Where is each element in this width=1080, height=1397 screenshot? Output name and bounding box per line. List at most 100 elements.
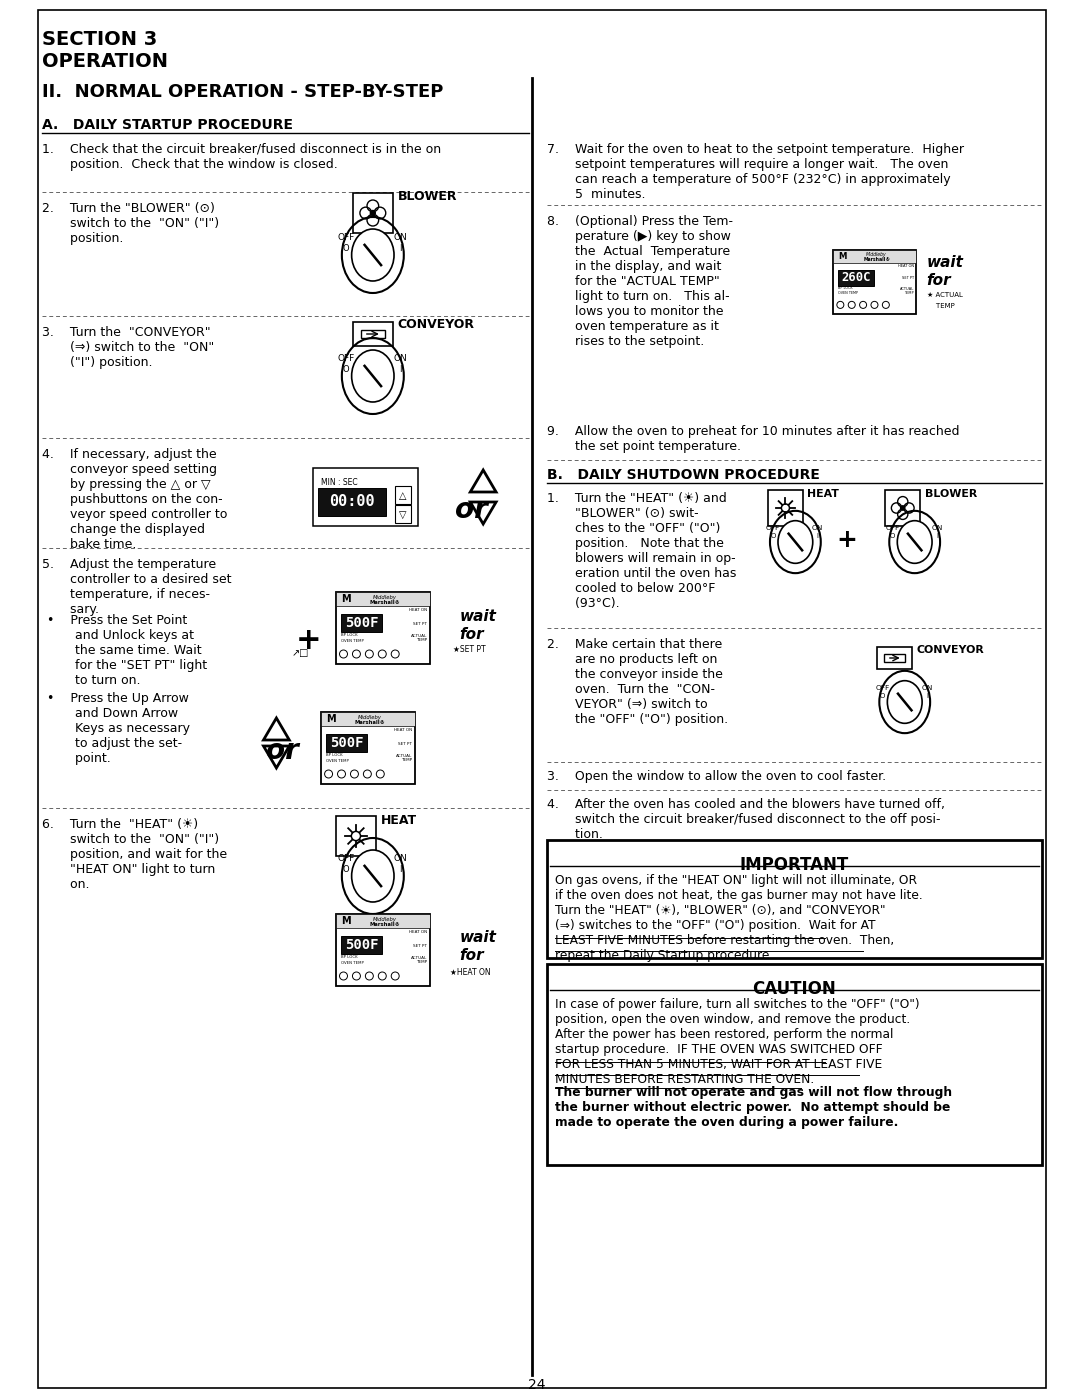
Text: 500F: 500F <box>345 937 378 951</box>
Text: The burner will not operate and gas will not flow through
the burner without ele: The burner will not operate and gas will… <box>555 1085 951 1129</box>
Text: 1.    Check that the circuit breaker/fused disconnect is in the on
       positi: 1. Check that the circuit breaker/fused … <box>42 142 441 170</box>
Text: 24: 24 <box>528 1377 545 1391</box>
FancyBboxPatch shape <box>834 250 917 263</box>
Ellipse shape <box>352 849 394 902</box>
FancyBboxPatch shape <box>336 592 430 606</box>
Text: II.  NORMAL OPERATION - STEP-BY-STEP: II. NORMAL OPERATION - STEP-BY-STEP <box>42 82 443 101</box>
Text: O: O <box>342 243 349 253</box>
Text: SET PT: SET PT <box>413 622 427 626</box>
FancyBboxPatch shape <box>340 615 382 631</box>
Text: M: M <box>341 594 351 604</box>
FancyBboxPatch shape <box>321 712 415 784</box>
Text: OFF: OFF <box>886 525 900 531</box>
Text: OVEN TEMP: OVEN TEMP <box>325 759 349 763</box>
Text: OVEN TEMP: OVEN TEMP <box>340 638 363 643</box>
Text: TEMP: TEMP <box>927 303 955 309</box>
Text: BP LOCK: BP LOCK <box>340 956 357 958</box>
Text: 2.    Make certain that there
       are no products left on
       the conveyor: 2. Make certain that there are no produc… <box>546 638 728 726</box>
Ellipse shape <box>888 680 922 724</box>
Text: HEAT ON: HEAT ON <box>409 608 427 612</box>
Text: BP LOCK: BP LOCK <box>838 286 852 291</box>
Text: +: + <box>296 626 321 655</box>
Text: ACTUAL
TEMP: ACTUAL TEMP <box>900 286 914 295</box>
Circle shape <box>901 506 905 510</box>
Text: OVEN TEMP: OVEN TEMP <box>838 292 858 295</box>
Text: 00:00: 00:00 <box>329 495 375 510</box>
Text: Middleby: Middleby <box>866 253 887 257</box>
Text: ★SET PT: ★SET PT <box>454 645 486 654</box>
FancyBboxPatch shape <box>336 914 430 986</box>
Text: ON: ON <box>812 525 823 531</box>
Text: •    Press the Set Point
       and Unlock keys at
       the same time. Wait
  : • Press the Set Point and Unlock keys at… <box>46 615 207 687</box>
Text: 3.    Open the window to allow the oven to cool faster.: 3. Open the window to allow the oven to … <box>546 770 886 782</box>
Text: I: I <box>399 365 402 373</box>
Text: OFF: OFF <box>337 855 354 863</box>
Text: HEAT ON: HEAT ON <box>394 728 413 732</box>
Text: O: O <box>880 693 886 700</box>
Text: wait: wait <box>459 609 496 624</box>
Text: I: I <box>399 865 402 873</box>
Text: ACTUAL
TEMP: ACTUAL TEMP <box>410 956 427 964</box>
Text: Marshall®: Marshall® <box>369 922 401 926</box>
Text: for: for <box>927 272 951 288</box>
Text: 500F: 500F <box>345 616 378 630</box>
Text: •    Press the Up Arrow
       and Down Arrow
       Keys as necessary
       to: • Press the Up Arrow and Down Arrow Keys… <box>46 692 190 766</box>
FancyBboxPatch shape <box>336 914 430 928</box>
FancyBboxPatch shape <box>325 733 367 752</box>
Text: O: O <box>890 534 895 539</box>
Text: OFF: OFF <box>875 685 890 692</box>
FancyBboxPatch shape <box>336 592 430 664</box>
Text: 7.    Wait for the oven to heat to the setpoint temperature.  Higher
       setp: 7. Wait for the oven to heat to the setp… <box>546 142 963 201</box>
Text: BP LOCK: BP LOCK <box>340 633 357 637</box>
Text: HEAT ON: HEAT ON <box>897 264 914 268</box>
Text: SET PT: SET PT <box>902 277 914 281</box>
Text: CAUTION: CAUTION <box>753 981 836 997</box>
Text: ACTUAL
TEMP: ACTUAL TEMP <box>396 754 413 763</box>
FancyBboxPatch shape <box>834 250 917 314</box>
FancyBboxPatch shape <box>319 488 386 515</box>
Text: ON: ON <box>393 855 407 863</box>
Text: CONVEYOR: CONVEYOR <box>397 319 475 331</box>
Text: SET PT: SET PT <box>399 742 413 746</box>
Text: 9.    Allow the oven to preheat for 10 minutes after it has reached
       the s: 9. Allow the oven to preheat for 10 minu… <box>546 425 959 453</box>
Text: MIN : SEC: MIN : SEC <box>321 478 357 488</box>
Text: Marshall®: Marshall® <box>863 257 890 261</box>
Text: +: + <box>837 528 858 552</box>
Text: ↗□: ↗□ <box>292 648 309 658</box>
Text: ON: ON <box>393 233 407 243</box>
Text: OPERATION: OPERATION <box>42 52 167 71</box>
Text: On gas ovens, if the "HEAT ON" light will not illuminate, OR
if the oven does no: On gas ovens, if the "HEAT ON" light wil… <box>555 875 922 963</box>
Text: for: for <box>459 949 484 963</box>
Text: M: M <box>326 714 336 724</box>
Text: M: M <box>838 251 847 261</box>
Text: Marshall®: Marshall® <box>354 719 386 725</box>
FancyBboxPatch shape <box>546 964 1042 1165</box>
Text: SECTION 3: SECTION 3 <box>42 29 157 49</box>
Text: for: for <box>459 627 484 643</box>
Text: or: or <box>456 496 488 524</box>
Text: HEAT: HEAT <box>381 813 417 827</box>
FancyBboxPatch shape <box>313 468 418 527</box>
Ellipse shape <box>778 521 813 563</box>
Text: BP LOCK: BP LOCK <box>325 753 342 757</box>
Text: or: or <box>267 738 299 766</box>
FancyBboxPatch shape <box>321 712 415 726</box>
Text: I: I <box>936 534 939 539</box>
Ellipse shape <box>897 521 932 563</box>
Text: OFF: OFF <box>337 355 354 363</box>
Text: O: O <box>342 865 349 873</box>
Text: B.   DAILY SHUTDOWN PROCEDURE: B. DAILY SHUTDOWN PROCEDURE <box>546 468 820 482</box>
FancyBboxPatch shape <box>340 936 382 954</box>
Text: 4.    After the oven has cooled and the blowers have turned off,
       switch t: 4. After the oven has cooled and the blo… <box>546 798 945 841</box>
Text: In case of power failure, turn all switches to the "OFF" ("O")
position, open th: In case of power failure, turn all switc… <box>555 997 919 1085</box>
Text: ACTUAL
TEMP: ACTUAL TEMP <box>410 634 427 643</box>
Text: OFF: OFF <box>766 525 780 531</box>
Text: ★ ACTUAL: ★ ACTUAL <box>927 292 962 298</box>
Text: 3.    Turn the  "CONVEYOR"
       (⇒) switch to the  "ON"
       ("I") position.: 3. Turn the "CONVEYOR" (⇒) switch to the… <box>42 326 214 369</box>
Text: A.   DAILY STARTUP PROCEDURE: A. DAILY STARTUP PROCEDURE <box>42 117 293 131</box>
Text: O: O <box>770 534 775 539</box>
Text: HEAT ON: HEAT ON <box>409 930 427 935</box>
Text: BLOWER: BLOWER <box>924 489 977 499</box>
Text: wait: wait <box>927 256 963 270</box>
Text: BLOWER: BLOWER <box>397 190 457 204</box>
